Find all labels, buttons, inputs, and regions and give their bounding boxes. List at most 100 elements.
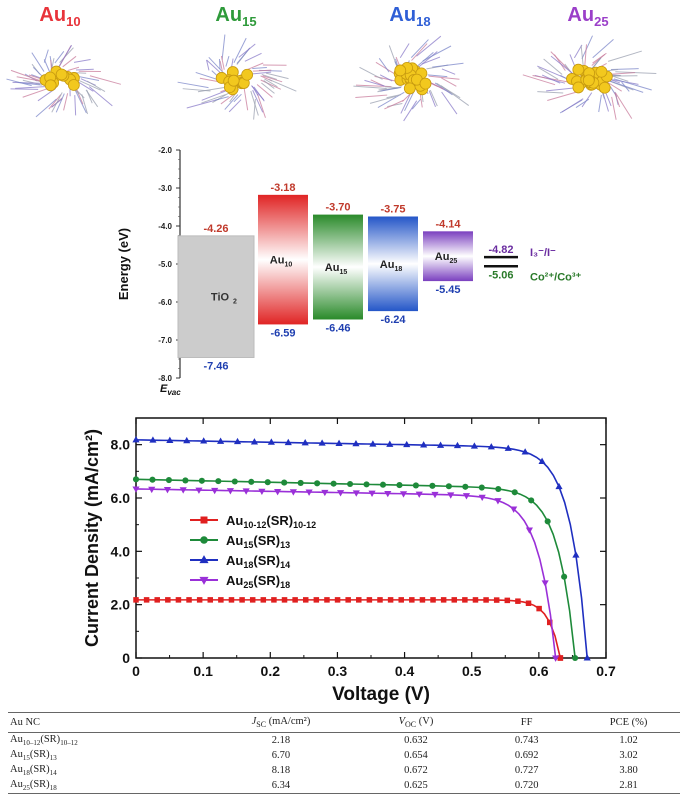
jv-point xyxy=(462,493,471,500)
legend-item: Au15(SR)13 xyxy=(190,533,290,550)
jv-x-tick-label: 0.2 xyxy=(261,663,281,679)
jv-y-tick-label: 2.0 xyxy=(111,597,131,613)
jv-point xyxy=(429,482,436,489)
jv-point xyxy=(494,498,502,505)
cluster-label-au15: Au15 xyxy=(215,4,257,29)
jv-point xyxy=(228,597,235,603)
jv-point xyxy=(200,516,208,524)
jv-point xyxy=(198,477,205,484)
jv-point xyxy=(366,597,373,603)
jv-point xyxy=(462,483,469,490)
ligand-stroke xyxy=(220,93,236,105)
jv-point xyxy=(148,486,156,494)
table-row: Au25(SR)18 6.34 0.625 0.720 2.81 xyxy=(8,778,680,794)
jv-point xyxy=(363,481,370,488)
ligand-stroke xyxy=(238,43,256,58)
ligand-stroke xyxy=(221,34,226,60)
ligand-stroke xyxy=(538,67,559,80)
energy-bar-bottom-label: -6.59 xyxy=(270,327,295,339)
jv-point xyxy=(398,597,404,603)
energy-bar-top-label: -3.70 xyxy=(325,202,350,214)
ligand-stroke xyxy=(177,81,209,89)
row-pce: 1.02 xyxy=(619,735,638,747)
gold-atom xyxy=(67,79,80,91)
gold-atom xyxy=(595,65,608,78)
jv-series-1 xyxy=(132,476,579,662)
jv-series-line xyxy=(135,478,576,659)
energy-bar-4 xyxy=(423,231,473,282)
ligand-stroke xyxy=(245,62,264,71)
ligand-stroke xyxy=(537,91,564,94)
jv-point xyxy=(143,597,150,603)
jv-point xyxy=(525,527,533,534)
jv-point xyxy=(211,487,219,495)
jv-point xyxy=(249,597,256,603)
ligand-stroke xyxy=(15,86,46,89)
ligand-stroke xyxy=(581,92,593,108)
legend-item: Au25(SR)18 xyxy=(190,573,290,590)
ligand-stroke xyxy=(77,81,94,92)
jv-point xyxy=(337,490,345,497)
ligand-stroke xyxy=(621,81,630,92)
gold-atom xyxy=(55,68,68,81)
energy-level-diagram: -2.0 -3.0 -4.0 -5.0 -6.0 -7.0 -8.0 Energy (eV) E… xyxy=(116,146,582,397)
jv-series-line xyxy=(135,439,588,659)
gold-atom xyxy=(227,74,240,87)
ligand-stroke xyxy=(253,86,265,102)
jv-point xyxy=(536,605,542,612)
jv-point xyxy=(154,597,160,603)
jv-point xyxy=(453,441,462,449)
row-ff: 0.720 xyxy=(476,778,578,794)
jv-y-axis-label: Current Density (mA/cm²) xyxy=(82,429,102,647)
jv-point xyxy=(267,438,275,445)
jv-point xyxy=(226,488,234,495)
row-voc: 0.625 xyxy=(355,778,477,794)
ligand-stroke xyxy=(77,75,100,81)
energy-bar-name: Au15 xyxy=(325,262,348,276)
jv-point xyxy=(451,597,458,603)
ligand-stroke xyxy=(380,86,401,92)
jv-point xyxy=(495,485,502,493)
jv-point xyxy=(233,437,242,445)
jv-point xyxy=(250,438,259,445)
row-voc: 0.654 xyxy=(404,750,428,762)
jv-x-tick-label: 0.7 xyxy=(596,663,616,679)
ligand-stroke xyxy=(432,62,464,68)
jv-point xyxy=(440,597,447,603)
jv-point xyxy=(260,597,267,603)
jv-point xyxy=(356,597,362,603)
row-jsc: 6.70 xyxy=(271,750,291,762)
row-pce: 3.80 xyxy=(619,765,638,777)
evac-label: Evac xyxy=(160,383,181,397)
energy-bar-2 xyxy=(313,214,363,320)
legend-item: Au10-12(SR)10-12 xyxy=(190,513,316,530)
ligand-stroke xyxy=(73,59,91,63)
ligand-stroke xyxy=(592,52,607,64)
ligand-stroke xyxy=(410,39,429,58)
ligand-stroke xyxy=(59,47,74,63)
jv-point xyxy=(386,440,394,447)
energy-y-tick-label: -7.0 xyxy=(158,336,172,345)
gold-atom xyxy=(582,74,595,87)
ligand-stroke xyxy=(219,60,223,71)
jv-point xyxy=(183,436,191,444)
ligand-stroke xyxy=(613,78,652,91)
ligand-stroke xyxy=(522,74,556,86)
jv-point xyxy=(218,597,224,603)
gold-atom xyxy=(572,81,585,94)
jv-point xyxy=(199,576,209,585)
energy-bar-name-sub: 2 xyxy=(233,299,237,306)
jv-point xyxy=(132,486,140,493)
jv-point xyxy=(493,597,500,603)
energy-y-tick-label: -6.0 xyxy=(158,298,172,307)
jv-point xyxy=(483,597,489,603)
energy-bar-name: Au18 xyxy=(380,259,403,273)
ligand-stroke xyxy=(364,79,385,87)
ligand-stroke xyxy=(186,98,219,109)
ligand-stroke xyxy=(428,90,436,108)
ligand-stroke xyxy=(89,75,122,85)
jv-point xyxy=(352,490,360,497)
jv-point xyxy=(231,478,238,485)
energy-y-tick-label: -3.0 xyxy=(158,184,172,193)
energy-y-axis-label: Energy (eV) xyxy=(116,228,131,300)
